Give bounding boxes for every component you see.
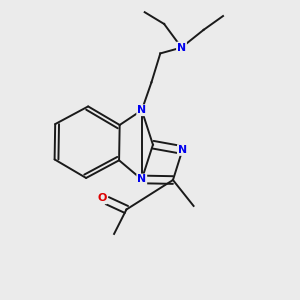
Text: N: N xyxy=(137,174,146,184)
Text: N: N xyxy=(137,105,146,115)
Text: O: O xyxy=(97,193,107,203)
Text: N: N xyxy=(177,43,186,52)
Text: N: N xyxy=(178,145,187,155)
